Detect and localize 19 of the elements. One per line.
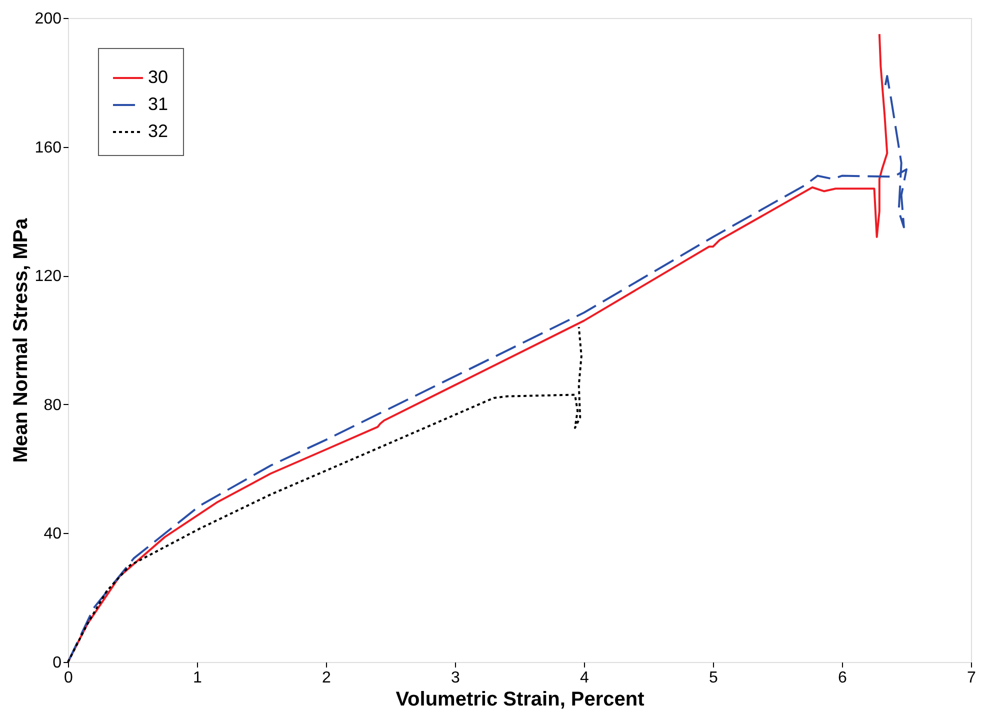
- y-axis-title: Mean Normal Stress, MPa: [10, 217, 32, 463]
- x-tick-label: 2: [322, 670, 332, 686]
- y-tick-label: 0: [52, 654, 62, 672]
- x-tick-label: 1: [193, 670, 202, 686]
- x-axis-title: Volumetric Strain, Percent: [396, 688, 645, 710]
- x-tick-label: 3: [451, 670, 460, 686]
- x-tick-label: 7: [967, 670, 976, 686]
- y-tick-label: 120: [34, 268, 62, 286]
- legend-label: 32: [148, 121, 168, 141]
- x-tick-label: 5: [709, 670, 718, 686]
- x-tick-label: 4: [580, 670, 590, 686]
- x-tick-label: 0: [64, 670, 74, 686]
- y-tick-label: 200: [34, 10, 62, 28]
- x-tick-label: 6: [838, 670, 848, 686]
- legend-label: 30: [148, 67, 168, 87]
- legend-label: 31: [148, 94, 168, 114]
- y-tick-label: 40: [44, 526, 62, 543]
- y-tick-label: 160: [34, 139, 62, 156]
- y-tick-label: 80: [44, 396, 62, 414]
